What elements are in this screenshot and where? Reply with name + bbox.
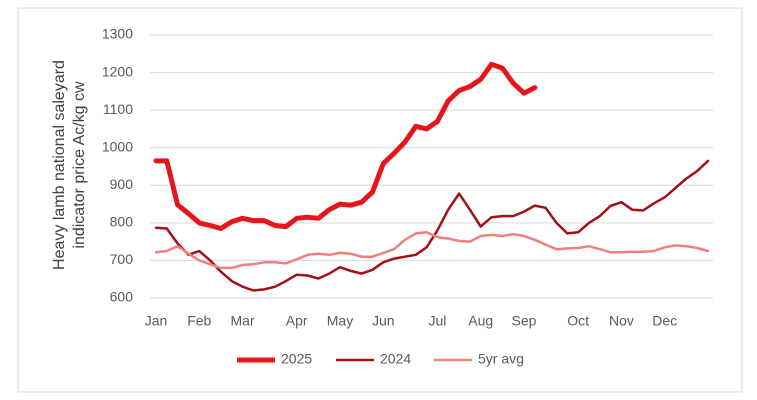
y-tick-label: 1300 — [102, 26, 133, 42]
series-line — [154, 231, 710, 270]
y-axis-title: Heavy lamb national saleyard — [51, 60, 68, 270]
x-tick-label: Jun — [372, 313, 395, 329]
y-tick-label: 800 — [110, 214, 134, 230]
y-axis-title: indicator price Ac/kg cw — [71, 81, 88, 249]
legend-label: 2025 — [281, 351, 312, 367]
y-tick-label: 1100 — [103, 101, 133, 117]
series-line — [154, 159, 710, 292]
legend-label: 5yr avg — [478, 351, 524, 367]
y-tick-label: 1000 — [102, 138, 133, 154]
series-line — [153, 61, 538, 231]
y-tick-label: 1200 — [102, 63, 133, 79]
x-tick-label: Feb — [187, 313, 211, 329]
y-tick-label: 700 — [110, 251, 134, 267]
y-tick-label: 600 — [110, 289, 134, 305]
x-tick-label: Jul — [428, 313, 446, 329]
x-tick-label: Nov — [609, 313, 634, 329]
x-tick-label: Aug — [468, 313, 493, 329]
chart-frame — [17, 7, 743, 393]
y-tick-label: 900 — [110, 176, 134, 192]
x-tick-label: Sep — [512, 313, 537, 329]
x-tick-label: Oct — [567, 313, 589, 329]
x-tick-label: Dec — [652, 313, 677, 329]
x-tick-label: Apr — [286, 313, 308, 329]
x-tick-label: Mar — [231, 313, 255, 329]
x-tick-label: May — [327, 313, 353, 329]
x-tick-label: Jan — [145, 313, 168, 329]
legend-label: 2024 — [380, 351, 411, 367]
